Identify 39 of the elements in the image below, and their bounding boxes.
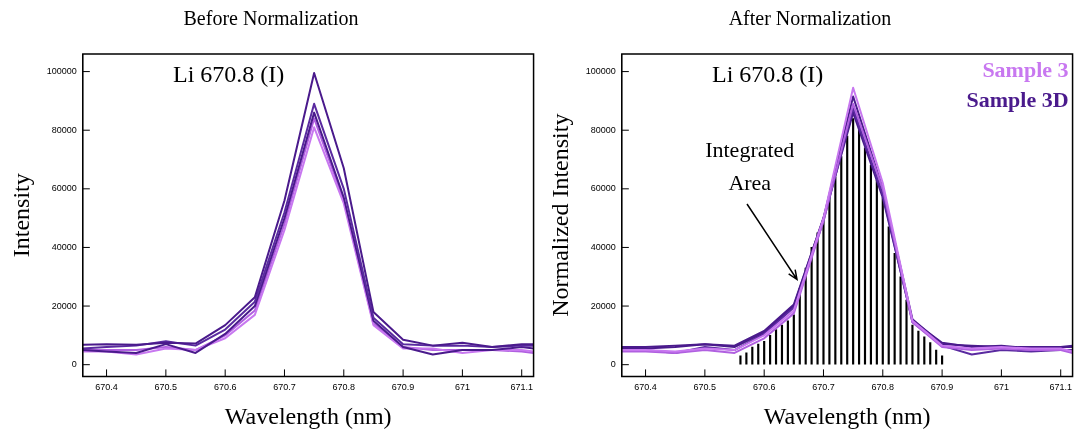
x-tick-label: 671	[454, 382, 470, 393]
x-tick-label: 670.6	[213, 382, 237, 393]
x-tick-label: 670.5	[154, 382, 178, 393]
y-tick-label: 60000	[590, 183, 616, 194]
x-tick-label: 670.8	[332, 382, 356, 393]
x-tick-label: 670.6	[752, 382, 776, 393]
x-tick-label: 670.7	[812, 382, 835, 393]
x-tick-label: 671.1	[1049, 382, 1072, 393]
y-tick-label: 20000	[51, 300, 77, 311]
y-tick-label: 0	[71, 359, 77, 370]
text: Sample 3	[982, 56, 1069, 82]
x-tick-label: 670.9	[930, 382, 954, 393]
x-tick-label: 670.7	[273, 382, 296, 393]
x-tick-label: 670.4	[95, 382, 118, 393]
chart-title: Before Normalization	[183, 7, 359, 30]
y-axis-title: Intensity	[7, 173, 34, 258]
y-tick-label: 60000	[51, 183, 77, 194]
y-tick-label: 100000	[46, 66, 77, 77]
y-tick-label: 100000	[585, 66, 616, 77]
x-axis-title: Wavelength (nm)	[763, 402, 931, 429]
x-tick-label: 670.9	[391, 382, 415, 393]
y-tick-label: 40000	[51, 241, 77, 252]
y-axis-title: Normalized Intensity	[546, 113, 573, 317]
x-axis-title: Wavelength (nm)	[224, 402, 392, 429]
y-tick-label: 80000	[51, 124, 77, 135]
annotation: Integrated Area	[705, 136, 795, 195]
chart-title: After Normalization	[728, 7, 892, 30]
y-tick-label: 40000	[590, 241, 616, 252]
annotation: Li 670.8 (I)	[172, 61, 285, 88]
text: Sample 3D	[966, 86, 1069, 112]
x-tick-label: 671	[993, 382, 1009, 393]
x-tick-label: 670.8	[871, 382, 895, 393]
x-tick-label: 670.5	[693, 382, 717, 393]
y-tick-label: 0	[610, 359, 616, 370]
x-tick-label: 671.1	[510, 382, 533, 393]
annotation: Li 670.8 (I)	[711, 61, 824, 88]
y-tick-label: 80000	[590, 124, 616, 135]
y-tick-label: 20000	[590, 300, 616, 311]
x-tick-label: 670.4	[634, 382, 657, 393]
